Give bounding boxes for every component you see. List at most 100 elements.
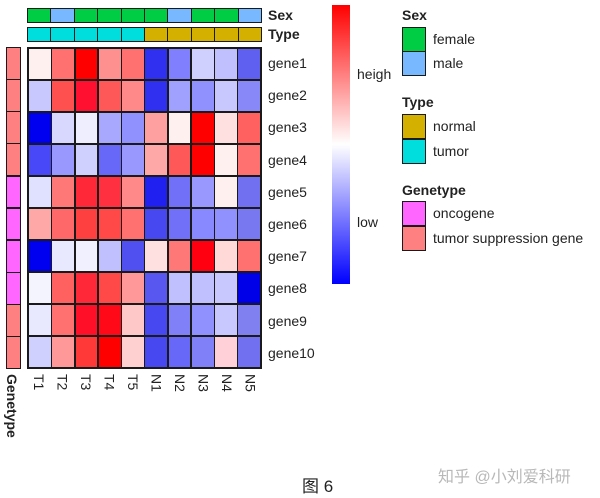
heatmap-cell (238, 272, 260, 304)
row-label: gene4 (268, 151, 307, 168)
type-annotation-label: Type (268, 26, 300, 42)
heatmap-cell (145, 240, 167, 272)
heatmap-cell (215, 208, 237, 240)
heatmap-cell (168, 208, 191, 240)
genetype-cell (7, 273, 20, 304)
heatmap-cell (168, 144, 191, 176)
heatmap-cell (75, 336, 98, 367)
sex-cell (145, 9, 169, 22)
heatmap-cell (191, 144, 214, 176)
legend-label-tumor: tumor (433, 143, 469, 159)
heatmap-cell (191, 240, 214, 272)
heatmap-cell (238, 80, 260, 112)
heatmap-cell (215, 49, 237, 80)
heatmap-cell (122, 272, 144, 304)
heatmap-cell (75, 208, 98, 240)
heatmap-cell (52, 304, 74, 336)
heatmap-cell (191, 112, 214, 144)
heatmap-cell (75, 49, 98, 80)
type-cell (145, 28, 169, 41)
type-cell (191, 28, 216, 41)
heatmap-cell (29, 49, 51, 80)
legend-swatch-oncogene (402, 201, 426, 226)
row-label: gene8 (268, 280, 307, 297)
heatmap-cell (122, 49, 144, 80)
heatmap-cell (238, 208, 260, 240)
type-cell (215, 28, 239, 41)
sex-cell (74, 9, 99, 22)
heatmap-cell (29, 80, 51, 112)
row-label: gene3 (268, 119, 307, 136)
heatmap-cell (98, 272, 121, 304)
legend-label-male: male (433, 55, 464, 71)
type-cell (51, 28, 75, 41)
sex-cell (168, 9, 192, 22)
column-label: T2 (54, 374, 71, 391)
heatmap-cell (29, 272, 51, 304)
heatmap-cell (29, 112, 51, 144)
heatmap-cell (215, 336, 237, 367)
heatmap-cell (215, 272, 237, 304)
genetype-cell (7, 80, 20, 111)
heatmap-cell (122, 208, 144, 240)
genetype-cell (7, 176, 20, 208)
legend-label-female: female (433, 31, 476, 47)
heatmap-cell (145, 304, 167, 336)
heatmap-cell (52, 240, 74, 272)
type-annotation-bar (27, 27, 262, 42)
heatmap-cell (122, 336, 144, 367)
sex-cell (98, 9, 122, 22)
heatmap-cell (145, 176, 167, 208)
heatmap-cell (238, 112, 260, 144)
legend-swatch-normal (402, 114, 426, 139)
heatmap-cell (122, 176, 144, 208)
column-label: N3 (195, 374, 212, 392)
heatmap-cell (98, 208, 121, 240)
heatmap-cell (52, 208, 74, 240)
heatmap-cell (191, 336, 214, 367)
heatmap-cell (75, 112, 98, 144)
heatmap-cell (191, 176, 214, 208)
heatmap-grid (27, 47, 262, 369)
column-label: N2 (172, 374, 188, 392)
heatmap-cell (52, 49, 74, 80)
colorbar-high-label: heigh (357, 66, 392, 82)
row-label: gene6 (268, 216, 307, 232)
genetype-cell (7, 208, 20, 240)
type-cell (121, 28, 146, 41)
legend-genetype-title: Genetype (402, 182, 466, 198)
heatmap-cell (145, 336, 167, 367)
heatmap-cell (75, 240, 98, 272)
heatmap-cell (98, 49, 121, 80)
column-label: T4 (101, 374, 118, 391)
legend-swatch-female (402, 27, 426, 52)
legend-type-title: Type (402, 94, 434, 110)
row-label: gene1 (268, 55, 307, 71)
sex-cell (238, 9, 262, 22)
heatmap-cell (52, 144, 74, 176)
sex-annotation-bar (27, 8, 262, 23)
heatmap-cell (215, 304, 237, 336)
sex-cell (191, 9, 216, 22)
heatmap-cell (215, 112, 237, 144)
heatmap-cell (98, 80, 121, 112)
heatmap-cell (191, 208, 214, 240)
legend-label-tumor-suppression: tumor suppression gene (433, 230, 584, 246)
heatmap-cell (215, 144, 237, 176)
heatmap-cell (145, 49, 167, 80)
heatmap-cell (168, 240, 191, 272)
column-label: N5 (242, 374, 259, 392)
heatmap-cell (29, 144, 51, 176)
heatmap-cell (168, 304, 191, 336)
type-cell (28, 28, 52, 41)
sex-cell (51, 9, 75, 22)
heatmap-cell (52, 272, 74, 304)
sex-cell (215, 9, 239, 22)
row-label: gene10 (268, 344, 315, 361)
heatmap-cell (238, 49, 260, 80)
column-label: N4 (219, 374, 235, 392)
row-label: gene2 (268, 87, 307, 104)
heatmap-cell (145, 80, 167, 112)
legend-label-oncogene: oncogene (433, 205, 495, 221)
legend-sex-title: Sex (402, 7, 427, 23)
